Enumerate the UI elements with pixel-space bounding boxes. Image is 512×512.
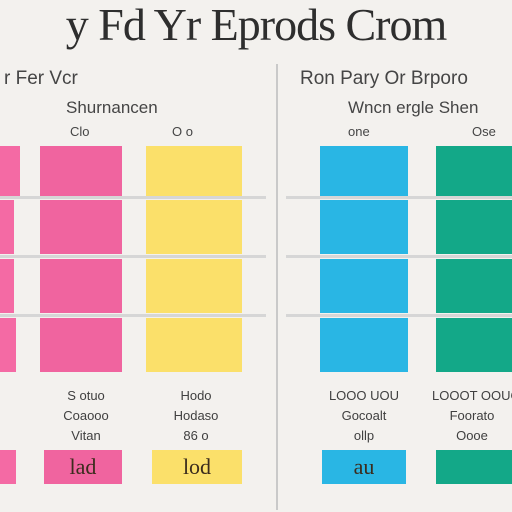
right-footer-col1-line3: ollp — [353, 428, 375, 443]
right-blue-swatch-1 — [320, 146, 408, 196]
left-footer-col2-line3: 86 o — [183, 428, 209, 443]
left-magenta-swatch-4 — [40, 318, 122, 372]
left-row-line-1 — [0, 196, 266, 199]
right-footer-col1-line2: Gocoalt — [341, 408, 387, 423]
left-yellow-swatch-2 — [146, 200, 242, 254]
right-footer-col1-line1: LOOO UOU — [328, 388, 400, 403]
left-footer-col1-line1: S otuo — [67, 388, 105, 403]
left-chip-magenta: lad — [44, 450, 122, 484]
right-teal-swatch-1 — [436, 146, 512, 196]
right-row-line-3 — [286, 314, 512, 317]
right-footer-col2-line1: LOOOT OOUO — [432, 388, 512, 403]
right-chip-teal — [436, 450, 512, 484]
left-edge-swatch-1 — [0, 146, 20, 196]
left-yellow-swatch-1 — [146, 146, 242, 196]
right-footer-col2-line2: Foorato — [449, 408, 495, 423]
left-edge-swatch-3 — [0, 259, 14, 313]
left-panel-subheading: Shurnancen — [66, 98, 158, 117]
left-chip-yellow: lod — [152, 450, 242, 484]
left-yellow-swatch-4 — [146, 318, 242, 372]
panel-divider — [276, 64, 278, 510]
left-yellow-swatch-3 — [146, 259, 242, 313]
right-teal-swatch-4 — [436, 318, 512, 372]
left-row-line-2 — [0, 255, 266, 258]
left-panel-heading: r Fer Vcr — [4, 68, 78, 89]
right-col2-label: Ose — [472, 124, 496, 139]
right-panel-subheading: Wncn ergle Shen — [348, 98, 479, 117]
left-footer-col2-line1: Hodo — [180, 388, 212, 403]
right-blue-swatch-3 — [320, 259, 408, 313]
left-footer-col1-line2: Coaooo — [63, 408, 109, 423]
right-chip-blue: au — [322, 450, 406, 484]
left-col1-label: Clo — [70, 124, 90, 139]
left-magenta-swatch-2 — [40, 200, 122, 254]
right-blue-swatch-2 — [320, 200, 408, 254]
right-teal-swatch-2 — [436, 200, 512, 254]
right-row-line-1 — [286, 196, 512, 199]
left-edge-swatch-4 — [0, 318, 16, 372]
right-blue-swatch-4 — [320, 318, 408, 372]
left-chip-edge — [0, 450, 16, 484]
left-edge-swatch-2 — [0, 200, 14, 254]
page-title: y Fd Yr Eprods Crom — [65, 0, 448, 50]
right-teal-swatch-3 — [436, 259, 512, 313]
left-col2-label: O o — [172, 124, 193, 139]
right-row-line-2 — [286, 255, 512, 258]
left-footer-col1-line3: Vitan — [71, 428, 101, 443]
right-col1-label: one — [348, 124, 370, 139]
left-row-line-3 — [0, 314, 266, 317]
left-magenta-swatch-1 — [40, 146, 122, 196]
left-footer-col2-line2: Hodaso — [173, 408, 219, 423]
right-footer-col2-line3: Oooe — [456, 428, 488, 443]
left-magenta-swatch-3 — [40, 259, 122, 313]
right-panel-heading: Ron Pary Or Brporo — [300, 68, 468, 89]
